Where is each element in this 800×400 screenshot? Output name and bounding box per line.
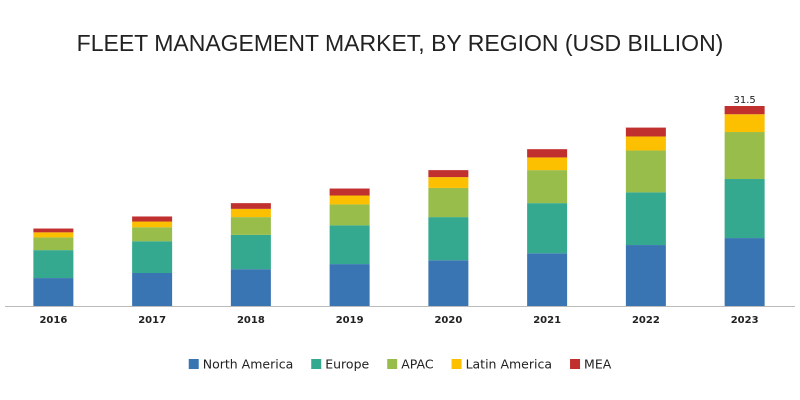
bar-segment bbox=[527, 149, 568, 158]
bar-segment bbox=[33, 278, 74, 306]
bar-segment bbox=[724, 238, 765, 306]
bar-segment bbox=[329, 195, 370, 205]
bar-segment bbox=[329, 225, 370, 265]
bar-segment bbox=[230, 203, 271, 209]
bar-segment bbox=[428, 170, 469, 178]
x-tick-label: 2016 bbox=[39, 315, 67, 326]
x-tick-label: 2023 bbox=[731, 315, 759, 326]
bar-segment bbox=[625, 127, 666, 137]
bar-segment bbox=[428, 177, 469, 188]
x-tick-label: 2017 bbox=[138, 315, 166, 326]
bar-segment bbox=[230, 208, 271, 218]
bar-segment bbox=[724, 106, 765, 115]
bar-segment bbox=[625, 136, 666, 151]
legend-label: Latin America bbox=[466, 357, 552, 372]
bar-segment bbox=[724, 114, 765, 133]
legend-label: North America bbox=[203, 357, 294, 372]
bar-segment bbox=[132, 221, 173, 228]
bar-segment bbox=[329, 264, 370, 306]
x-tick-label: 2018 bbox=[237, 315, 265, 326]
bar-segment bbox=[625, 245, 666, 306]
bar-segment bbox=[33, 228, 74, 233]
bar-segment bbox=[132, 227, 173, 242]
bar-segment bbox=[724, 179, 765, 239]
bar-segment bbox=[33, 232, 74, 238]
bar-segment bbox=[230, 269, 271, 306]
chart-title: FLEET MANAGEMENT MARKET, BY REGION (USD … bbox=[77, 30, 724, 56]
bar-segment bbox=[527, 253, 568, 306]
bar-segment bbox=[724, 132, 765, 180]
bar-segment bbox=[428, 217, 469, 261]
bar-segment bbox=[132, 216, 173, 222]
legend-swatch bbox=[451, 359, 462, 369]
bar-segment bbox=[625, 192, 666, 246]
bar-segment bbox=[230, 217, 271, 235]
legend-swatch bbox=[311, 359, 322, 369]
legend-swatch bbox=[188, 359, 199, 369]
bar-segment bbox=[230, 234, 271, 270]
bar-segment bbox=[428, 187, 469, 218]
total-label: 31.5 bbox=[733, 95, 755, 106]
bar-segment bbox=[428, 260, 469, 306]
legend-label: APAC bbox=[401, 357, 434, 372]
bar-segment bbox=[329, 204, 370, 226]
bar-segment bbox=[527, 157, 568, 171]
legend-label: MEA bbox=[584, 357, 612, 372]
bar-segment bbox=[625, 150, 666, 193]
bar-segment bbox=[132, 272, 173, 306]
bar-segment bbox=[33, 237, 74, 251]
bar-segment bbox=[329, 188, 370, 196]
x-tick-label: 2022 bbox=[632, 315, 660, 326]
x-tick-label: 2019 bbox=[336, 315, 364, 326]
x-tick-label: 2020 bbox=[434, 315, 462, 326]
bar-segment bbox=[132, 241, 173, 273]
legend-swatch bbox=[387, 359, 398, 369]
legend-swatch bbox=[570, 359, 581, 369]
bar-segment bbox=[527, 170, 568, 204]
x-tick-label: 2021 bbox=[533, 315, 561, 326]
bar-segment bbox=[527, 203, 568, 254]
legend-label: Europe bbox=[325, 357, 369, 372]
bar-segment bbox=[33, 250, 74, 279]
